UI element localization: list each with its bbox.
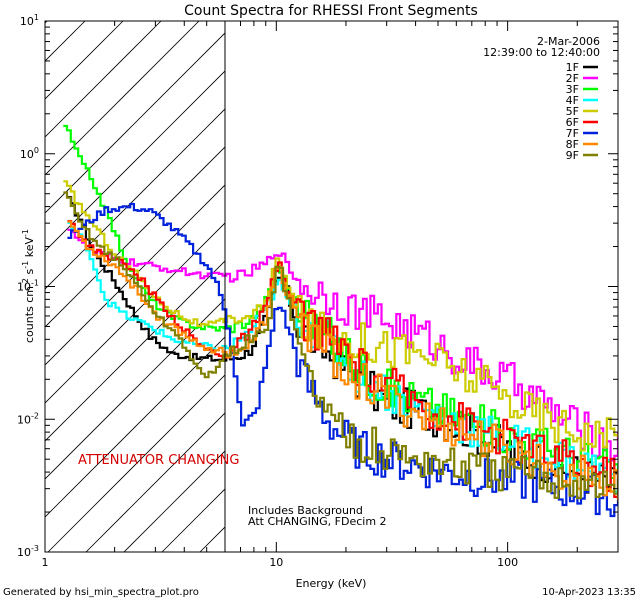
hatch-line <box>45 336 225 518</box>
hatch-line <box>45 70 225 252</box>
legend-label: 6F <box>566 116 579 129</box>
time-range-label: 12:39:00 to 12:40:00 <box>483 46 600 59</box>
hatch-line <box>45 21 124 100</box>
y-tick-label: 10-1 <box>17 279 39 294</box>
y-axis-label-exp3: -1 <box>21 229 30 237</box>
hatch-line <box>45 21 200 176</box>
x-axis-label: Energy (keV) <box>296 577 367 590</box>
hatch-line <box>47 374 225 552</box>
x-tick-label: 100 <box>497 556 518 569</box>
y-tick-label: 100 <box>20 146 39 161</box>
y-axis-label-mid2: keV <box>23 237 36 261</box>
series-line-6F <box>67 220 618 498</box>
x-tick-label: 10 <box>269 556 283 569</box>
background-annotation: Includes Background <box>248 504 363 517</box>
series-line-8F <box>67 220 618 501</box>
series-layer <box>63 124 618 518</box>
hatch-line <box>123 450 225 552</box>
y-axis-label: counts cm-2 s-1 keV-1 <box>21 229 36 343</box>
hatch-line <box>45 298 225 480</box>
series-line-4F <box>67 221 618 500</box>
series-line-2F <box>67 228 618 462</box>
hatch-line <box>45 146 225 328</box>
att-status-annotation: Att CHANGING, FDecim 2 <box>248 515 387 528</box>
y-axis-label-base: counts cm <box>23 286 36 343</box>
date-label: 2-Mar-2006 <box>537 35 600 48</box>
attenuator-annotation: ATTENUATOR CHANGING <box>78 453 239 468</box>
hatch-line <box>45 32 225 214</box>
y-axis-label-exp2: -1 <box>21 261 30 269</box>
x-tick-label: 1 <box>42 556 49 569</box>
chart-title: Count Spectra for RHESSI Front Segments <box>184 3 478 19</box>
y-tick-label: 10-2 <box>17 411 39 426</box>
legend-label: 8F <box>566 138 579 151</box>
y-axis-label-exp1: -2 <box>21 278 30 286</box>
legend-label: 3F <box>566 83 579 96</box>
legend-label: 9F <box>566 149 579 162</box>
hatch-line <box>45 21 162 138</box>
hatch-line <box>45 222 225 404</box>
hatch-line <box>85 412 225 552</box>
generated-by-label: Generated by hsi_min_spectra_plot.pro <box>3 587 199 598</box>
legend-label: 7F <box>566 127 579 140</box>
series-line-9F <box>63 191 618 500</box>
hatch-line <box>45 108 225 290</box>
y-axis-label-mid: s <box>23 268 36 277</box>
legend-label: 2F <box>566 72 579 85</box>
legend-label: 4F <box>566 94 579 107</box>
axis-ticks: 1 10 100 101 100 10-1 10-2 10-3 <box>17 13 619 569</box>
footer-timestamp: 10-Apr-2023 13:35 <box>542 587 636 598</box>
legend-label: 5F <box>566 105 579 118</box>
y-tick-label: 10-3 <box>17 544 39 559</box>
legend-label: 1F <box>566 61 579 74</box>
y-tick-label: 101 <box>20 13 39 28</box>
